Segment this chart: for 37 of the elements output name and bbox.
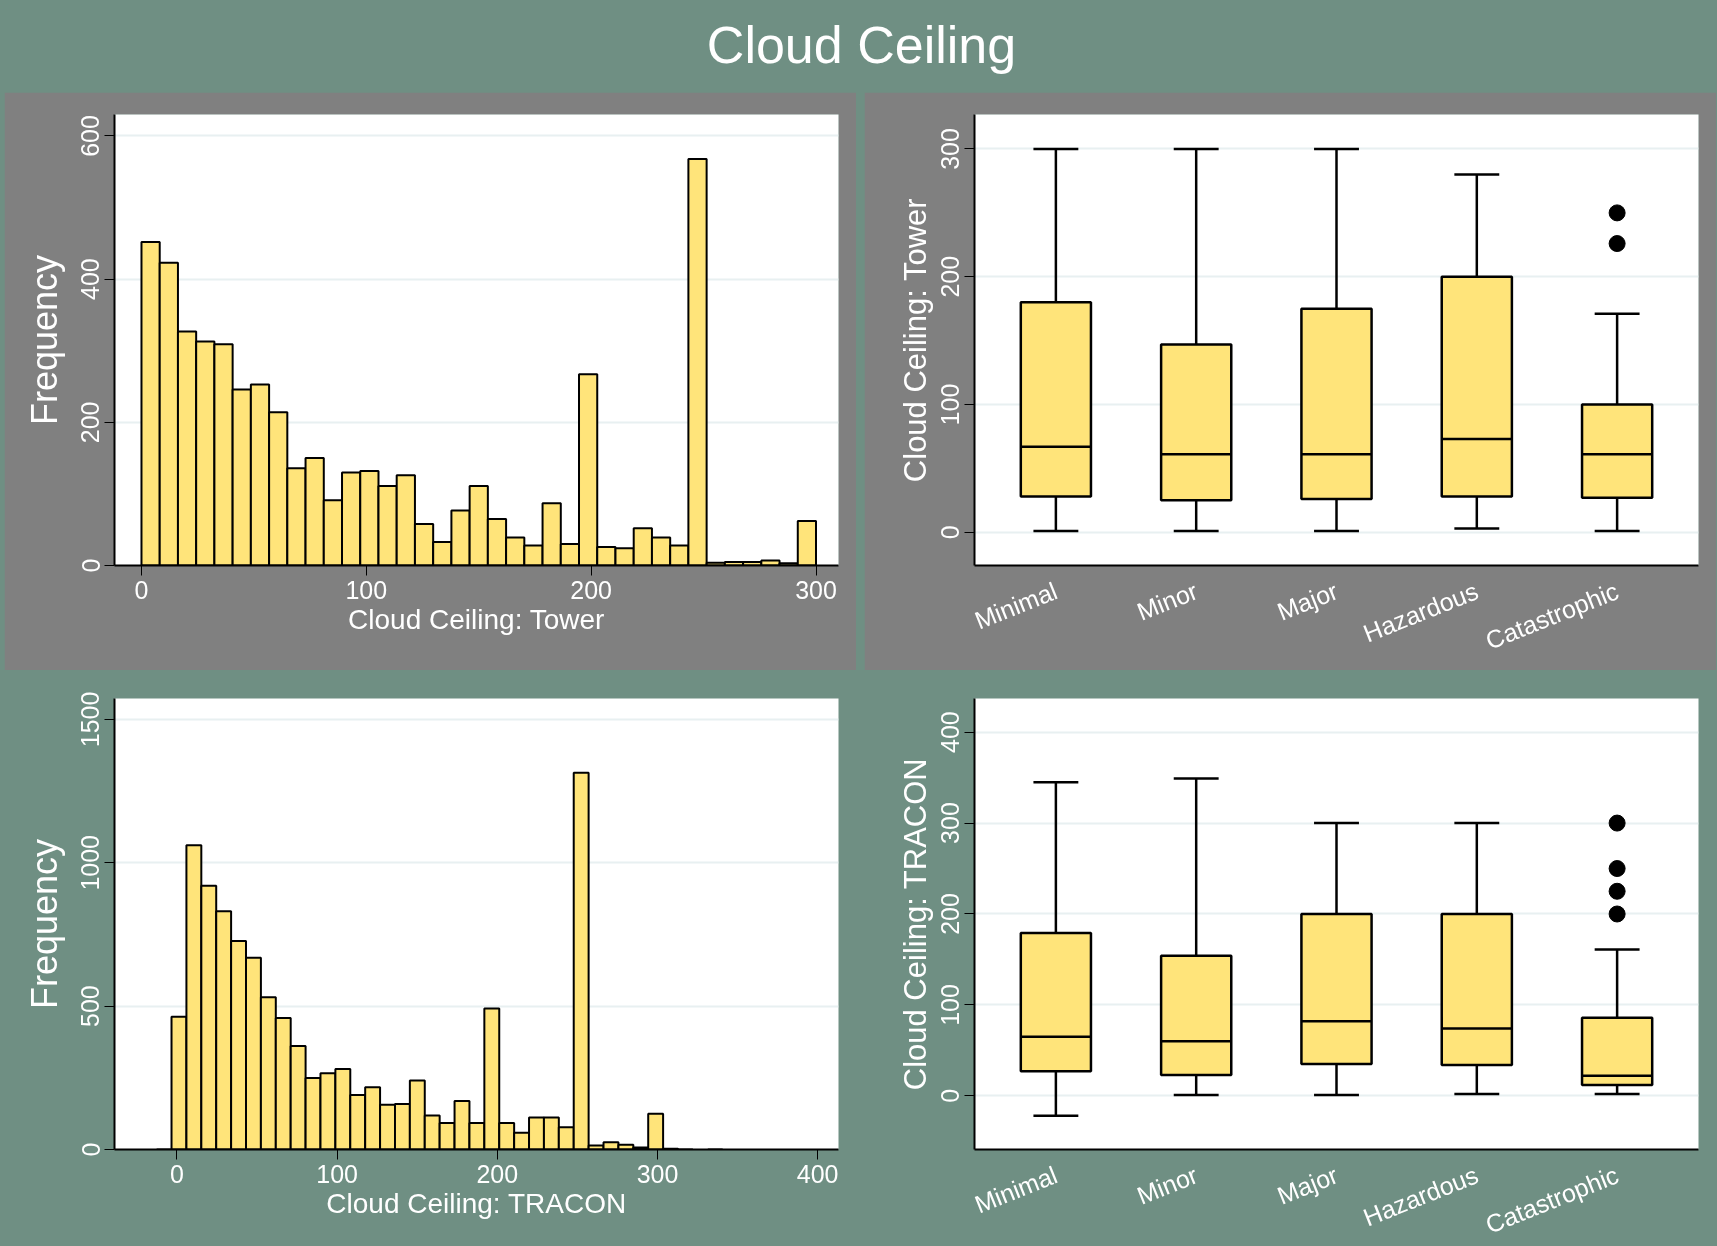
chart-title: Cloud Ceiling — [706, 15, 1017, 76]
y-tick-label: 0 — [936, 1088, 965, 1103]
x-axis-title: Cloud Ceiling: Tower — [348, 603, 605, 635]
x-tick-label: 200 — [476, 1159, 519, 1188]
y-tick-label: 0 — [936, 525, 965, 540]
y-tick-label: 100 — [936, 984, 965, 1026]
y-tick-label: 0 — [76, 558, 105, 573]
x-axis-title: Cloud Ceiling: TRACON — [326, 1187, 627, 1219]
y-tick-label: 300 — [936, 802, 965, 844]
y-tick-label: 0 — [76, 1142, 105, 1157]
y-tick-label: 400 — [76, 258, 105, 301]
y-axis-title: Frequency — [23, 254, 65, 426]
x-tick-label: 100 — [345, 575, 388, 604]
x-tick-label: Major — [1273, 1160, 1342, 1210]
y-axis-title: Cloud Ceiling: TRACON — [897, 758, 933, 1091]
x-tick-label: 300 — [636, 1159, 679, 1188]
x-tick-label: 0 — [170, 1159, 184, 1188]
y-tick-label: 400 — [936, 711, 965, 753]
x-tick-label: 100 — [316, 1159, 359, 1188]
y-axis-title: Frequency — [23, 838, 65, 1010]
x-tick-label: 400 — [796, 1159, 839, 1188]
y-tick-label: 1000 — [76, 834, 105, 891]
y-tick-label: 600 — [76, 115, 105, 157]
x-tick-label: 200 — [570, 575, 613, 604]
x-tick-label: 300 — [795, 575, 837, 604]
y-tick-label: 300 — [936, 128, 965, 170]
y-tick-label: 200 — [936, 893, 965, 935]
y-axis-title: Cloud Ceiling: Tower — [897, 198, 933, 483]
y-tick-label: 200 — [936, 255, 965, 298]
x-tick-label: Minor — [1132, 576, 1202, 626]
y-tick-label: 200 — [76, 401, 105, 444]
x-tick-label: Major — [1273, 576, 1342, 626]
y-tick-label: 100 — [936, 383, 965, 426]
x-tick-label: 0 — [134, 575, 149, 604]
y-tick-label: 1500 — [76, 691, 105, 748]
y-tick-label: 500 — [76, 985, 105, 1027]
x-tick-label: Minor — [1132, 1160, 1202, 1210]
